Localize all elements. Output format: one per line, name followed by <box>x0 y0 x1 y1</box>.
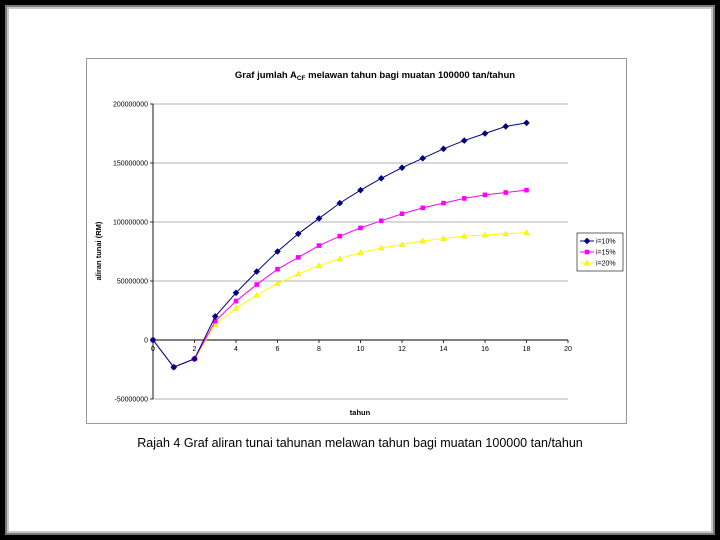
series-1-point-7 <box>295 255 301 260</box>
series-1-point-3 <box>212 318 218 324</box>
series-1 <box>150 187 529 370</box>
x-tick-label-6: 12 <box>398 346 406 353</box>
y-tick-label-5: -50000000 <box>115 397 149 404</box>
series-2-point-8 <box>315 262 323 269</box>
series-line-0 <box>152 122 527 368</box>
chart-title-suffix: melawan tahun bagi muatan 100000 tan/tah… <box>306 70 516 81</box>
series-0-point-17 <box>502 123 510 130</box>
series-1-point-4 <box>233 298 239 304</box>
legend-label-2: i=20% <box>596 261 616 268</box>
series-0 <box>149 119 530 371</box>
series-1-point-6 <box>275 266 280 272</box>
series-line-1 <box>152 189 527 368</box>
series-2-point-16 <box>481 231 489 238</box>
x-tick-label-1: 2 <box>193 346 197 353</box>
y-tick-label-1: 150000000 <box>113 161 148 168</box>
series-0-point-4 <box>232 289 240 297</box>
y-tick-label-4: 0 <box>144 338 148 345</box>
series-1-point-14 <box>441 200 446 206</box>
series-2-point-5 <box>253 292 260 298</box>
series-1-point-10 <box>358 225 363 231</box>
y-tick-label-3: 50000000 <box>117 279 148 286</box>
series-2-point-7 <box>295 270 302 277</box>
x-tick-label-10: 20 <box>564 346 572 353</box>
series-0-point-6 <box>274 248 281 255</box>
legend-marker-1 <box>584 249 590 255</box>
x-tick-label-9: 18 <box>523 346 531 353</box>
series-0-point-14 <box>440 145 447 153</box>
y-tick-label-0: 200000000 <box>113 102 148 109</box>
series-1-point-12 <box>399 211 405 217</box>
series-0-point-16 <box>481 130 489 137</box>
series-0-point-0 <box>149 336 157 344</box>
series-1-point-15 <box>461 196 467 201</box>
series-line-2 <box>152 232 527 368</box>
series-2-point-18 <box>523 229 530 235</box>
series-0-point-15 <box>460 137 468 144</box>
series-1-point-5 <box>254 282 260 287</box>
series-2-point-14 <box>440 235 447 241</box>
x-tick-label-5: 10 <box>357 346 365 353</box>
series-0-point-3 <box>211 313 219 320</box>
y-tick-label-2: 100000000 <box>113 220 148 227</box>
legend: i=10% i=15% i=20% <box>576 232 624 272</box>
series-0-point-5 <box>253 268 261 275</box>
chart-title-subscript: CF <box>297 75 306 82</box>
series-2-point-11 <box>378 244 385 251</box>
legend-marker-2 <box>583 259 591 266</box>
x-tick-label-7: 14 <box>440 346 448 353</box>
chart-area: Graf jumlah ACF melawan tahun bagi muata… <box>86 58 627 424</box>
series-1-point-16 <box>482 192 488 198</box>
series-2-point-10 <box>357 249 364 256</box>
series-2-point-4 <box>232 305 240 311</box>
x-axis-label: tahun <box>350 408 371 417</box>
chart-title: Graf jumlah ACF melawan tahun bagi muata… <box>235 70 515 82</box>
figure-caption: Rajah 4 Graf aliran tunai tahunan melawa… <box>137 436 583 450</box>
series-1-point-8 <box>316 243 322 248</box>
series-1-point-11 <box>378 218 384 224</box>
series-1-point-17 <box>503 190 509 195</box>
y-axis-label: aliran tunai (RM) <box>94 221 103 280</box>
series-2 <box>149 229 530 370</box>
series-2-point-15 <box>461 233 468 239</box>
series-2-point-13 <box>419 237 426 244</box>
series-2-point-12 <box>398 241 406 247</box>
series-0-point-11 <box>377 175 385 182</box>
legend-label-1: i=15% <box>596 250 616 257</box>
chart-title-prefix: Graf jumlah A <box>235 70 297 81</box>
x-tick-label-0: 0 <box>151 346 155 353</box>
series-2-point-6 <box>274 280 281 286</box>
series-1-point-18 <box>524 187 529 193</box>
series-1-point-13 <box>420 205 426 211</box>
chart-svg: Graf jumlah ACF melawan tahun bagi muata… <box>94 70 624 417</box>
series-0-point-9 <box>336 199 344 207</box>
x-tick-label-2: 4 <box>234 346 238 353</box>
x-tick-label-4: 8 <box>317 346 321 353</box>
series-2-point-9 <box>336 255 343 261</box>
x-tick-label-8: 16 <box>481 346 489 353</box>
series-0-point-1 <box>170 363 178 371</box>
series-2-point-17 <box>502 230 509 237</box>
series-0-point-10 <box>357 186 364 194</box>
series-0-point-12 <box>398 164 406 172</box>
legend-marker-0 <box>583 237 591 245</box>
series-1-point-9 <box>337 233 343 239</box>
x-tick-label-3: 6 <box>276 346 280 353</box>
series-0-point-2 <box>191 355 198 363</box>
legend-label-0: i=10% <box>596 239 616 246</box>
series-0-point-18 <box>523 119 530 127</box>
series-0-point-8 <box>315 215 323 222</box>
series-0-point-13 <box>419 154 427 162</box>
series-0-point-7 <box>294 230 302 238</box>
